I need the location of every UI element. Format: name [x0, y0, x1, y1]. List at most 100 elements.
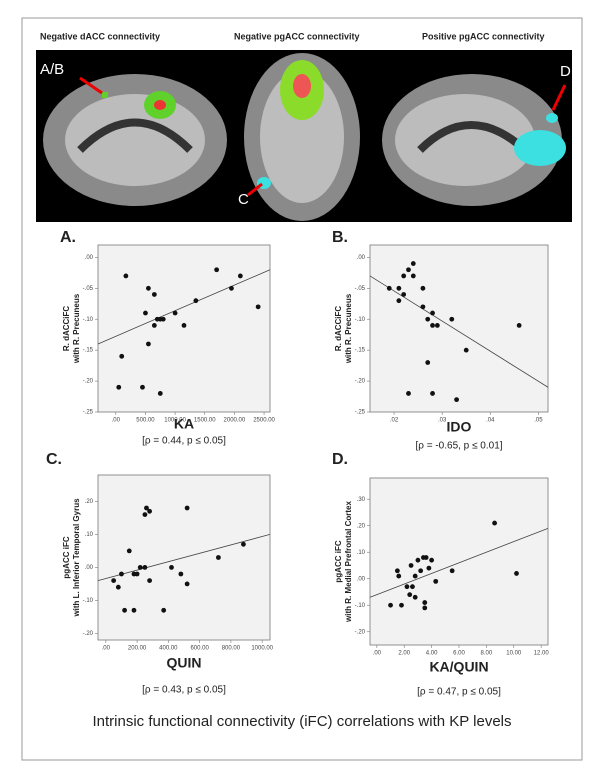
- x-tick-label: 10.00: [506, 651, 522, 657]
- trendline: [97, 534, 271, 581]
- brain-title: Negative dACC connectivity: [40, 31, 160, 41]
- point: [430, 310, 435, 316]
- point: [146, 341, 151, 347]
- y-tick-label: -.15: [83, 348, 94, 354]
- y-tick-label: .20: [85, 499, 94, 505]
- y-axis-label-line: with L. Inferior Temporal Gyrus: [72, 498, 81, 618]
- point: [144, 505, 149, 511]
- point: [394, 568, 400, 574]
- y-tick-label: -.20: [355, 379, 366, 385]
- y-axis-label: pgACC iFCwith R. Medial Prefrontal Corte…: [334, 500, 353, 622]
- brain-panel: A/B C D: [36, 50, 572, 222]
- x-tick-label: 6.00: [453, 651, 465, 657]
- point: [147, 508, 153, 514]
- y-axis-label-line: with R. Precuneus: [72, 293, 81, 364]
- point: [449, 568, 455, 574]
- point: [184, 581, 190, 587]
- activation: [154, 100, 166, 110]
- panel-label: A.: [60, 229, 76, 246]
- point: [126, 548, 132, 554]
- point: [143, 310, 148, 316]
- point: [172, 310, 178, 316]
- y-tick-label: -.05: [355, 286, 366, 292]
- point: [426, 565, 432, 571]
- x-axis-label: IDO: [447, 419, 472, 435]
- y-tick-label: .00: [357, 576, 366, 582]
- y-tick-label: -.20: [83, 379, 94, 385]
- panel-label: C.: [46, 451, 62, 468]
- y-axis-label: R. dACCiFCwith R. Precuneus: [62, 293, 81, 364]
- activation: [293, 74, 311, 98]
- y-axis-label: pgACC iFCwith L. Inferior Temporal Gyrus: [62, 498, 81, 618]
- y-axis-label-line: with R. Precuneus: [344, 293, 353, 364]
- trendline: [369, 275, 549, 388]
- x-tick-label: 200.00: [128, 646, 147, 652]
- activation: [546, 113, 558, 123]
- point: [255, 304, 261, 310]
- point: [401, 292, 407, 297]
- annotation: [ρ = 0.44, p ≤ 0.05]: [142, 436, 226, 447]
- point: [151, 292, 157, 297]
- point: [181, 323, 187, 328]
- point: [404, 584, 410, 590]
- annotation: [ρ = 0.43, p ≤ 0.05]: [142, 685, 226, 696]
- arrow: [79, 76, 103, 95]
- brain-label: D: [560, 63, 571, 80]
- point: [386, 285, 392, 291]
- point: [184, 505, 190, 511]
- y-axis-label: R. dACCiFCwith R. Precuneus: [334, 293, 353, 364]
- point: [146, 285, 151, 291]
- x-tick-label: .03: [438, 418, 447, 424]
- brain-slice: [395, 94, 535, 186]
- x-tick-label: 800.00: [222, 646, 241, 652]
- y-axis-label-line: with R. Medial Prefrontal Cortex: [344, 500, 353, 622]
- point: [151, 323, 157, 328]
- point: [434, 323, 440, 328]
- point: [137, 565, 143, 570]
- point: [430, 323, 435, 328]
- point: [449, 316, 455, 322]
- point: [388, 602, 393, 608]
- activation: [102, 92, 108, 98]
- annotation: [ρ = 0.47, p ≤ 0.05]: [417, 687, 501, 698]
- x-tick-label: .00: [112, 418, 121, 424]
- point: [415, 557, 421, 563]
- x-tick-label: .00: [373, 651, 382, 657]
- y-tick-label: .00: [85, 565, 94, 571]
- point: [157, 391, 163, 396]
- point: [422, 605, 428, 611]
- brain-title: Negative pgACC connectivity: [234, 31, 360, 41]
- point: [492, 520, 497, 526]
- y-tick-label: -.25: [355, 410, 366, 416]
- point: [516, 323, 522, 328]
- point: [396, 573, 402, 579]
- plot-area: [97, 244, 271, 413]
- point: [399, 602, 404, 608]
- point: [514, 571, 519, 576]
- y-axis-label-line: pgACC iFC: [62, 536, 71, 578]
- point: [410, 261, 416, 266]
- y-axis-label-line: pgACC iFC: [334, 540, 343, 582]
- point: [412, 573, 418, 579]
- point: [420, 285, 426, 291]
- y-tick-label: -.10: [355, 603, 366, 609]
- point: [454, 397, 459, 403]
- plot-area: [369, 477, 549, 646]
- point: [463, 347, 469, 353]
- x-axis-label: KA/QUIN: [429, 659, 488, 675]
- point: [111, 578, 117, 583]
- point: [216, 555, 221, 560]
- point: [407, 592, 413, 598]
- point: [425, 316, 431, 322]
- x-tick-label: 400.00: [159, 646, 178, 652]
- point: [425, 360, 431, 365]
- x-tick-label: 8.00: [481, 651, 493, 657]
- x-tick-label: .05: [534, 418, 543, 424]
- y-tick-label: -.20: [355, 629, 366, 635]
- y-tick-label: -.25: [83, 410, 94, 416]
- point: [408, 563, 414, 568]
- point: [142, 512, 148, 517]
- x-tick-label: 2000.00: [224, 418, 246, 424]
